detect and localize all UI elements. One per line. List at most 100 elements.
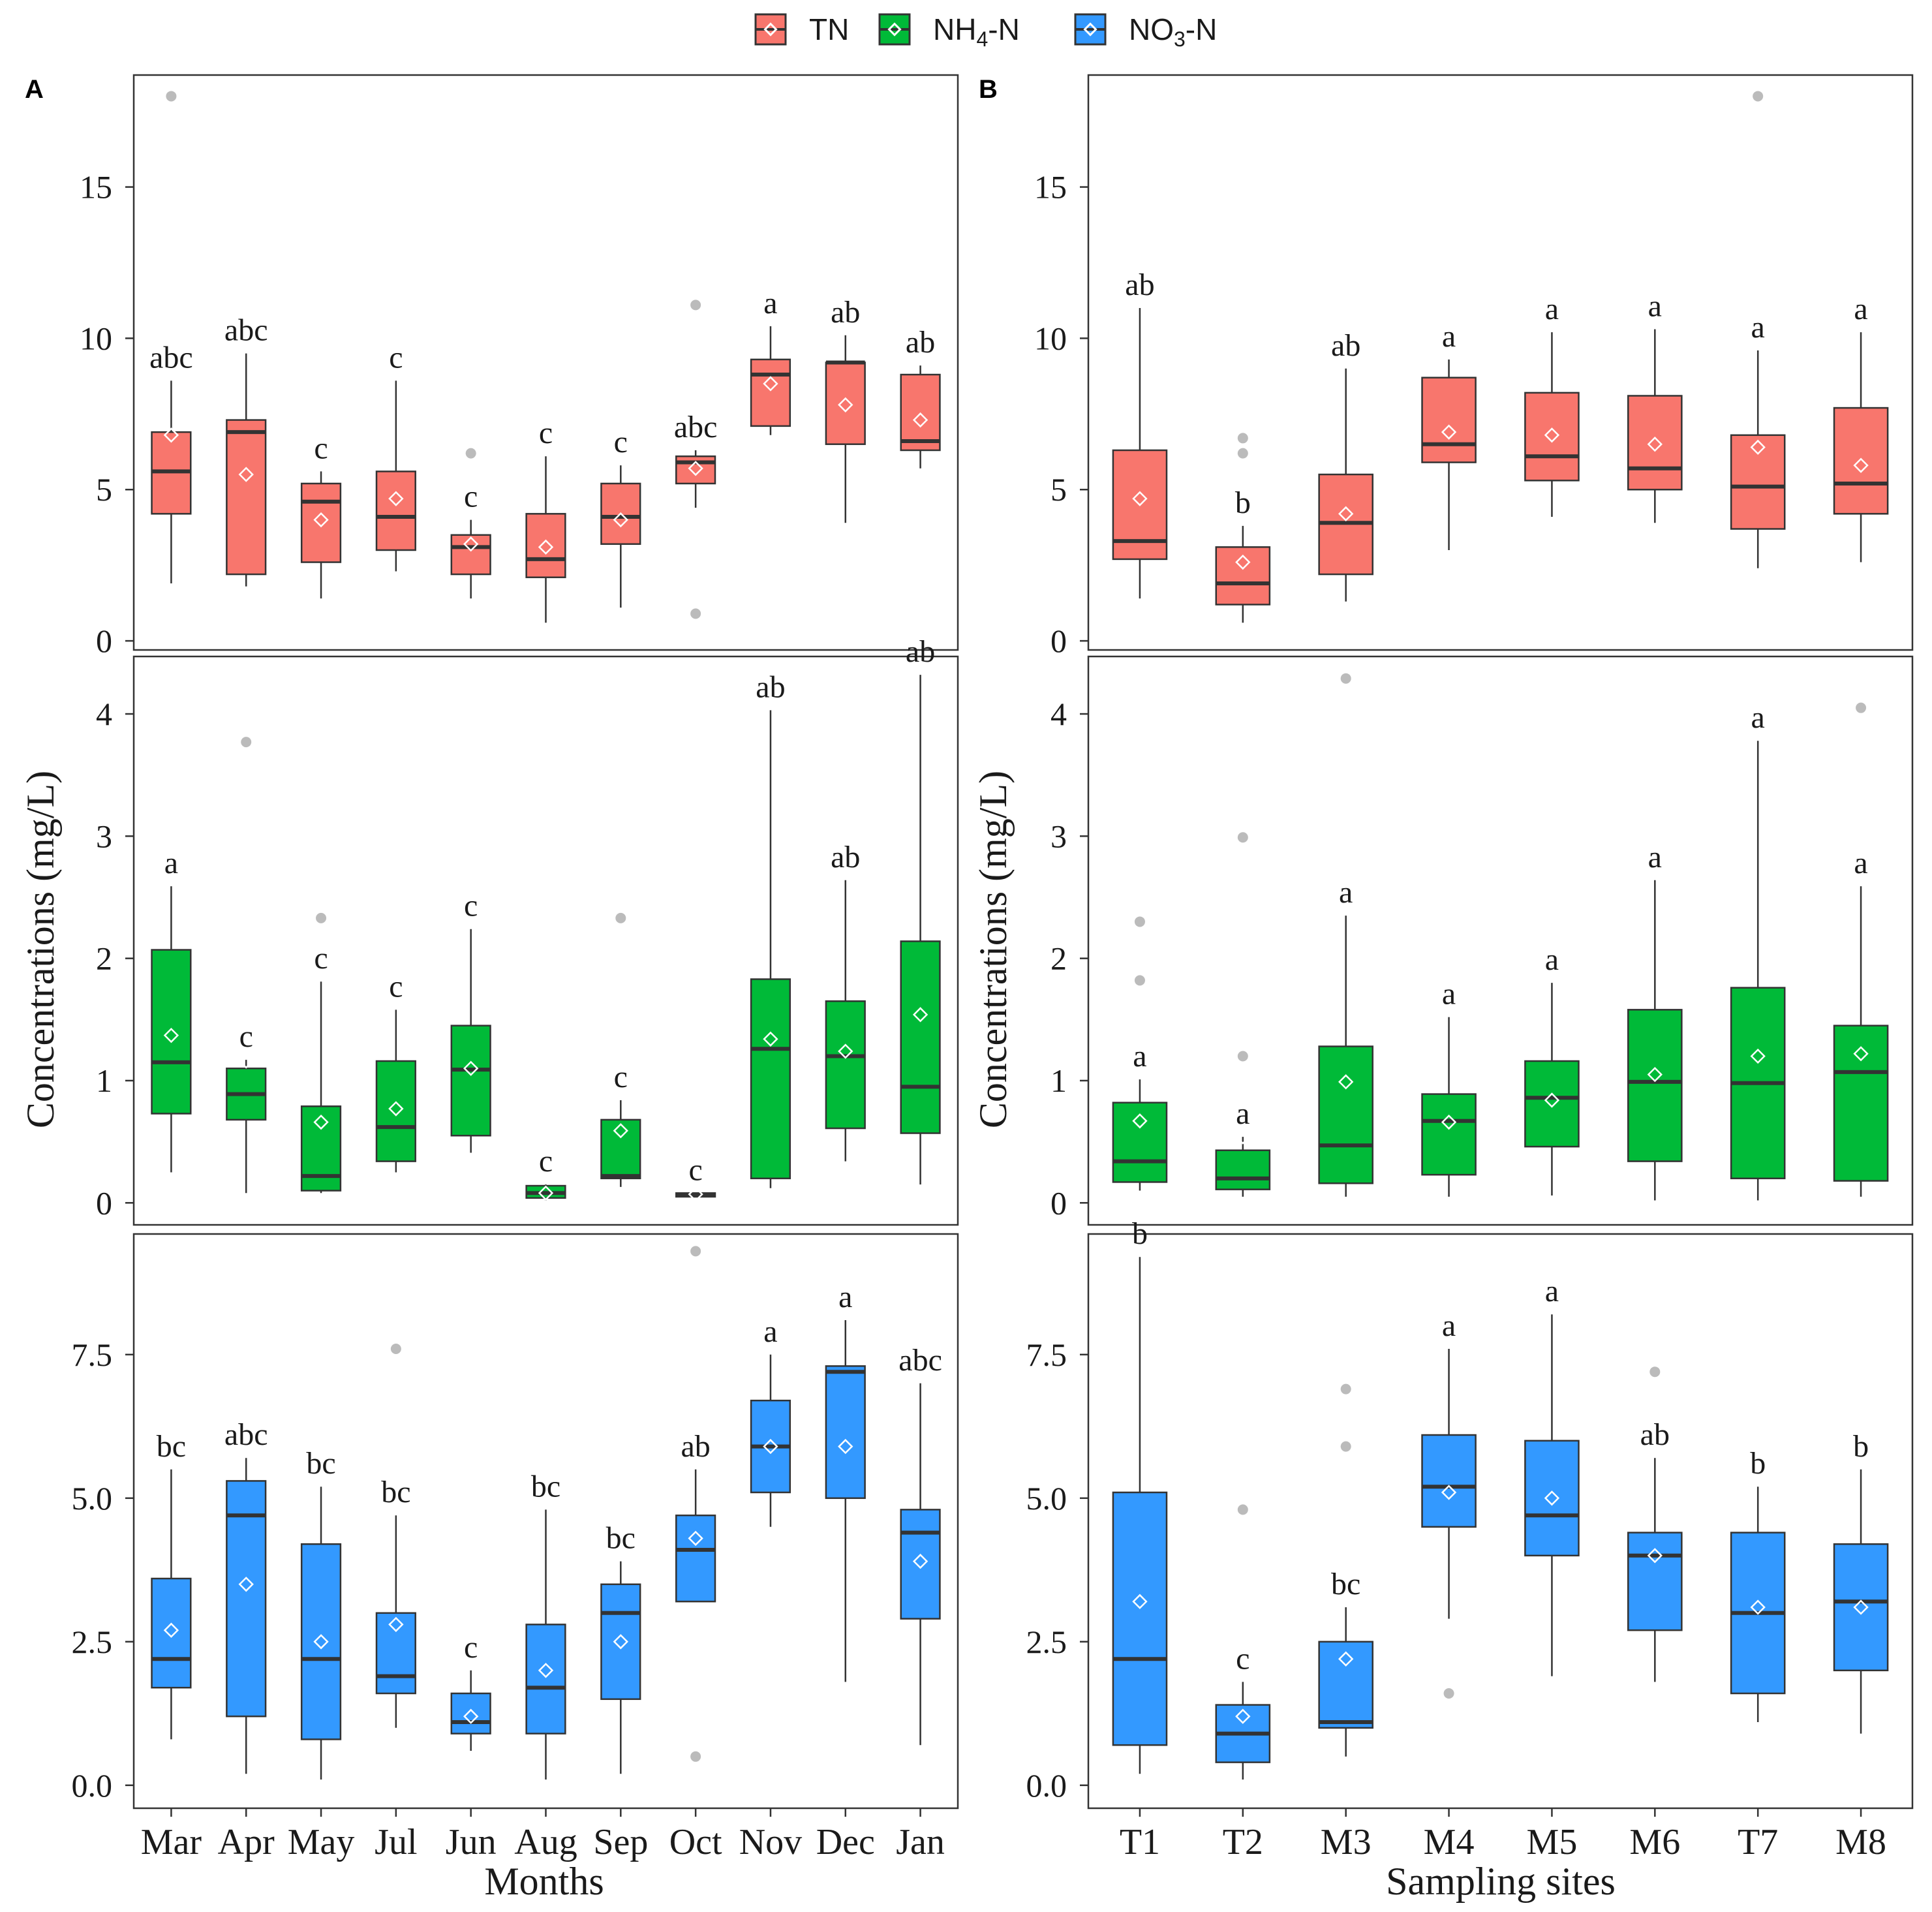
box-m3: ab: [1318, 328, 1373, 602]
mean-marker: [1132, 491, 1148, 506]
outlier-point: [1443, 1688, 1454, 1699]
box-m5: a: [1524, 1274, 1580, 1676]
box-body: [750, 978, 791, 1180]
box-t2: b: [1215, 433, 1271, 623]
outlier-point: [1753, 91, 1764, 102]
mean-marker: [1132, 1594, 1148, 1609]
significance-letter: c: [614, 425, 628, 459]
x-tick-label: M8: [1835, 1822, 1886, 1862]
x-tick-label: Jan: [896, 1822, 945, 1862]
mean-marker: [613, 1123, 628, 1139]
y-tick-label: 2.5: [72, 1624, 113, 1660]
box-t7: a: [1730, 91, 1786, 568]
significance-letter: c: [314, 431, 328, 465]
box-body: [1627, 395, 1683, 491]
outlier-point: [1237, 433, 1248, 444]
box-body: [1524, 1060, 1580, 1148]
box-body: [450, 1692, 491, 1735]
outlier-point: [690, 1246, 701, 1257]
significance-letter: c: [464, 889, 478, 923]
x-tick-label: M4: [1424, 1822, 1475, 1862]
box-nov: a: [750, 286, 791, 435]
plot-frame: [1087, 74, 1914, 651]
significance-letter: b: [1853, 1429, 1869, 1464]
significance-letter: c: [389, 340, 403, 375]
box-body: [1833, 1025, 1889, 1182]
significance-letter: ab: [831, 840, 860, 874]
box-body: [375, 470, 416, 551]
box-body: [300, 482, 342, 563]
box-m8: b: [1833, 1429, 1889, 1734]
box-body: [525, 513, 566, 578]
x-axis-title-a: Months: [484, 1860, 604, 1903]
significance-letter: abc: [898, 1343, 942, 1378]
y-tick-label: 0.0: [72, 1767, 113, 1804]
mean-marker: [1750, 1048, 1766, 1064]
significance-letter: bc: [531, 1469, 560, 1503]
box-jun: c: [450, 1630, 491, 1751]
box-t1: b: [1112, 1216, 1168, 1774]
significance-letter: c: [314, 941, 328, 976]
significance-letter: b: [1132, 1216, 1148, 1251]
outlier-point: [1340, 673, 1351, 684]
y-axis-title-a: Concentrations (mg/L): [19, 771, 62, 1128]
box-body: [1524, 392, 1580, 482]
outlier-point: [1340, 1383, 1351, 1395]
mean-marker: [1132, 1113, 1148, 1129]
mean-marker: [163, 1622, 179, 1638]
significance-letter: c: [539, 1144, 553, 1179]
significance-letter: a: [164, 846, 178, 880]
significance-letter: ab: [681, 1429, 710, 1464]
box-nov: ab: [750, 670, 791, 1188]
mean-marker: [1338, 1074, 1354, 1090]
significance-letter: ab: [1640, 1417, 1670, 1452]
box-jun: c: [450, 448, 491, 599]
significance-letter: c: [464, 1630, 478, 1665]
mean-marker: [1853, 1046, 1869, 1062]
mean-marker: [1853, 457, 1869, 473]
legend-key-tn-mean: [763, 22, 778, 37]
box-jul: c: [375, 340, 416, 572]
box-dec: ab: [825, 295, 866, 523]
box-body: [600, 1583, 641, 1701]
mean-marker: [763, 1031, 778, 1047]
mean-marker: [388, 1616, 404, 1633]
box-body: [675, 1514, 716, 1603]
mean-marker: [163, 427, 179, 443]
box-body: [1627, 1009, 1683, 1162]
mean-marker: [313, 1634, 329, 1650]
facet-b-tn: 0 5 10 15 ab b ab a a a a a: [1034, 74, 1914, 659]
mean-marker: [1544, 1490, 1560, 1506]
mean-marker: [838, 1438, 853, 1455]
panel-letter-a: A: [25, 75, 44, 104]
y-axis-title-b: Concentrations (mg/L): [972, 771, 1015, 1128]
box-apr: abc: [224, 313, 268, 587]
significance-letter: a: [1545, 292, 1559, 326]
outlier-point: [1134, 916, 1145, 927]
outlier-point: [1649, 1366, 1661, 1378]
x-tick-label: Mar: [141, 1822, 202, 1862]
outlier-point: [1237, 448, 1248, 459]
box-may: c: [300, 912, 342, 1194]
x-tick-label: T2: [1223, 1822, 1263, 1862]
mean-marker: [912, 1553, 928, 1569]
x-tick-label: Aug: [514, 1822, 577, 1862]
x-tick-label: Apr: [218, 1822, 275, 1862]
y-tick-label: 2: [1050, 940, 1067, 977]
legend-item-no3: NO3-N: [1074, 12, 1218, 51]
legend-no3-suffix: -N: [1186, 12, 1218, 46]
box-may: bc: [300, 1446, 342, 1780]
mean-marker: [1647, 1548, 1663, 1564]
box-sep: c: [600, 912, 641, 1187]
mean-marker: [538, 1185, 554, 1201]
box-apr: abc: [224, 1417, 268, 1774]
mean-marker: [1235, 554, 1251, 570]
plot-frame: [1087, 1233, 1914, 1810]
box-body: [300, 1105, 342, 1192]
significance-letter: abc: [224, 1417, 268, 1452]
mean-marker: [238, 1053, 254, 1069]
box-m5: a: [1524, 292, 1580, 517]
box-body: [675, 455, 716, 485]
outlier-point: [1134, 975, 1145, 986]
box-m4: a: [1421, 319, 1477, 550]
